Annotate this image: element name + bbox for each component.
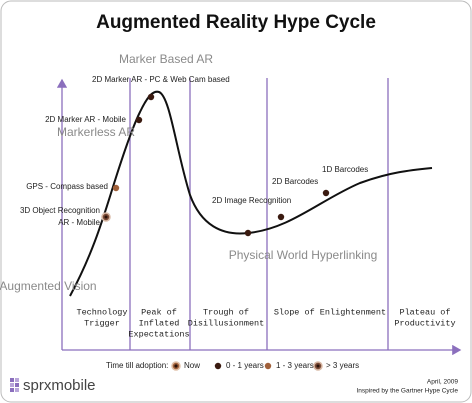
logo-icon bbox=[10, 378, 19, 392]
tech-label: 3D Object Recognition bbox=[20, 206, 100, 215]
phase-label: Expectations bbox=[128, 329, 189, 339]
tech-marker bbox=[112, 184, 120, 192]
tech-label: 2D Barcodes bbox=[272, 177, 318, 186]
tech-label: 1D Barcodes bbox=[322, 165, 368, 174]
phase-label: Technology bbox=[76, 307, 127, 317]
phase-label: Slope of Enlightenment bbox=[274, 307, 386, 317]
logo-text: sprxmobile bbox=[23, 377, 96, 394]
tech-label: AR - Mobile bbox=[58, 218, 100, 227]
tech-label: GPS - Compass based bbox=[26, 182, 108, 191]
tech-label: 2D Image Recognition bbox=[212, 196, 291, 205]
legend-marker bbox=[316, 364, 320, 368]
legend-label: 0 - 1 years bbox=[226, 361, 264, 370]
legend-title: Time till adoption: bbox=[106, 361, 168, 370]
phase-label: Trigger bbox=[84, 318, 120, 328]
legend-marker bbox=[214, 362, 222, 370]
tech-marker bbox=[135, 116, 143, 124]
tech-marker bbox=[277, 213, 285, 221]
annotation: Physical World Hyperlinking bbox=[229, 248, 378, 262]
annotation: Marker Based AR bbox=[119, 52, 213, 66]
tech-marker bbox=[104, 215, 108, 219]
footer-date: April, 2009 bbox=[427, 379, 458, 386]
legend-label: 1 - 3 years bbox=[276, 361, 314, 370]
phase-label: Peak of bbox=[141, 307, 177, 317]
tech-marker bbox=[244, 229, 252, 237]
legend-marker bbox=[264, 362, 272, 370]
legend-marker bbox=[174, 364, 178, 368]
phase-label: Disillusionment bbox=[188, 318, 265, 328]
phase-label: Productivity bbox=[394, 318, 455, 328]
hype-curve bbox=[69, 90, 433, 297]
annotation: Markerless AR bbox=[57, 125, 135, 139]
tech-label: 2D Marker AR - PC & Web Cam based bbox=[92, 75, 230, 84]
phase-label: Inflated bbox=[139, 318, 180, 328]
tech-marker bbox=[322, 189, 330, 197]
footer-credit: Inspired by the Gartner Hype Cycle bbox=[356, 388, 458, 395]
tech-marker bbox=[147, 93, 155, 101]
phase-label: Plateau of bbox=[399, 307, 450, 317]
legend-label: Now bbox=[184, 361, 200, 370]
legend-label: > 3 years bbox=[326, 361, 359, 370]
annotation: Augmented Vision bbox=[0, 279, 97, 293]
title: Augmented Reality Hype Cycle bbox=[96, 12, 376, 33]
tech-label: 2D Marker AR - Mobile bbox=[45, 115, 126, 124]
phase-label: Trough of bbox=[203, 307, 249, 317]
